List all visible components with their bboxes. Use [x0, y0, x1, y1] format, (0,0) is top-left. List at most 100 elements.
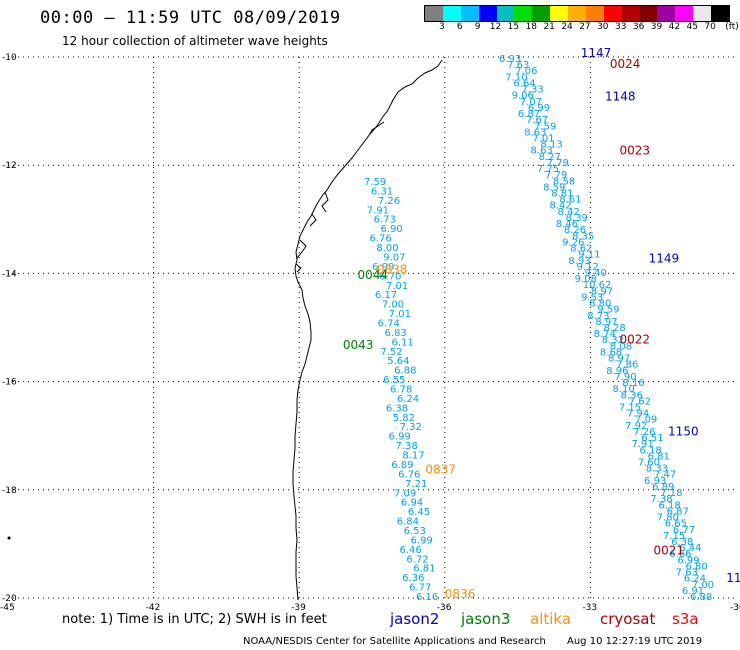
wave-height-label: 6.17 — [375, 290, 397, 301]
wave-height-label: 6.88 — [394, 366, 416, 377]
legend-label: 12 — [489, 22, 502, 32]
wave-height-label: 6.72 — [406, 554, 428, 565]
wave-height-label: 6.88 — [690, 592, 712, 603]
legend-swatch — [425, 6, 443, 21]
coastline-detail — [295, 121, 385, 273]
pass-time-label: 0021 — [653, 544, 684, 558]
wave-height-label: 8.35 — [572, 231, 594, 242]
wave-height-label: 6.80 — [685, 561, 707, 572]
legend-swatch — [603, 6, 622, 21]
wave-height-label: 8.10 — [613, 384, 635, 395]
longitude-label: -36 — [437, 603, 452, 613]
legend-swatch — [621, 6, 640, 21]
note-text: note: 1) Time is in UTC; 2) SWH is in fe… — [62, 612, 327, 627]
wave-height-label: 8.81 — [551, 189, 573, 200]
wave-height-label: 7.63 — [507, 60, 529, 71]
legend-swatch — [585, 6, 604, 21]
wave-height-label: 8.62 — [570, 244, 592, 255]
wave-height-label: 6.70 — [379, 271, 401, 282]
wave-height-label: 6.77 — [673, 525, 695, 536]
wave-height-label: 6.99 — [411, 535, 433, 546]
pass-time-label: 115 — [726, 571, 740, 585]
latitude-label: -10 — [2, 53, 17, 63]
legend-label: 21 — [543, 22, 555, 32]
wave-height-label: 6.87 — [518, 109, 540, 120]
legend-label: 39 — [650, 22, 663, 32]
wave-height-label: 7.91 — [631, 439, 653, 450]
legend-label: 70 — [704, 22, 716, 32]
legend-swatch — [711, 6, 729, 21]
pass-time-label: 1149 — [649, 252, 680, 266]
wave-height-label: 7.00 — [692, 580, 714, 591]
wave-height-label: 6.89 — [652, 482, 674, 493]
wave-height-label: 6.38 — [386, 403, 408, 414]
legend-cryosat: cryosat — [600, 610, 656, 628]
legend-swatch — [657, 6, 676, 21]
latitude-label: -14 — [2, 269, 17, 279]
legend-swatch — [478, 6, 497, 21]
brazil-coastline — [292, 59, 443, 601]
pass-time-label: 0022 — [620, 333, 651, 347]
wave-height-label: 7.47 — [654, 470, 676, 481]
pass-time-labels: 1147002411480023114900221150002111508380… — [343, 46, 740, 601]
wave-height-label: 6.84 — [397, 517, 419, 528]
pass-time-label: 1150 — [668, 425, 699, 439]
longitude-label: -33 — [582, 603, 597, 613]
pass-time-label: 0836 — [445, 587, 476, 601]
wave-height-label: 10.62 — [583, 280, 612, 291]
wave-height-label: 7.86 — [616, 360, 638, 371]
wave-height-label: 6.99 — [372, 262, 394, 273]
wave-height-label: 8.39 — [566, 213, 588, 224]
longitude-label: -30 — [730, 603, 740, 613]
wave-height-label: 7.26 — [378, 196, 400, 207]
wave-height-label: 6.24 — [397, 394, 419, 405]
island-marker — [7, 536, 11, 540]
wave-height-label: 8.36 — [621, 390, 643, 401]
latitude-label: -20 — [2, 594, 17, 604]
wave-height-label: 6.81 — [648, 451, 670, 462]
wave-height-label: 7.92 — [625, 421, 647, 432]
wave-height-label: 6.99 — [389, 432, 411, 443]
wave-height-label: 7.15 — [663, 531, 685, 542]
wave-height-label: 8.97 — [591, 286, 613, 297]
legend-label: 15 — [507, 22, 520, 32]
latitude-label: -18 — [2, 486, 17, 496]
wave-height-label: 7.09 — [394, 488, 416, 499]
wave-height-label: 8.80 — [589, 299, 611, 310]
wave-height-label: 6.76 — [398, 469, 420, 480]
wave-height-label: 7.63 — [676, 568, 698, 579]
wave-height-label: 8.59 — [543, 182, 565, 193]
wave-height-label: 7.80 — [657, 513, 679, 524]
wave-height-label: 6.53 — [404, 526, 426, 537]
wave-height-label: 7.10 — [505, 72, 527, 83]
pass-time-label: 0838 — [377, 262, 408, 276]
legend-label: 24 — [561, 22, 573, 32]
legend-label: 36 — [632, 22, 645, 32]
longitude-label: -42 — [146, 603, 161, 613]
wave-height-label: 7.06 — [515, 66, 537, 77]
wave-height-label: 6.94 — [401, 498, 423, 509]
wave-height-label: 6.74 — [378, 318, 400, 329]
wave-height-label: 7.01 — [386, 281, 408, 292]
wave-height-label: 7.91 — [367, 205, 389, 216]
wave-height-label: 6.66 — [669, 549, 691, 560]
wave-height-label: 7.59 — [534, 121, 556, 132]
wave-height-label: 6.77 — [409, 583, 431, 594]
latitude-label: -16 — [2, 378, 17, 388]
wave-height-label: 8.16 — [622, 378, 644, 389]
wave-height-label: 8.28 — [604, 323, 626, 334]
map-grid — [8, 56, 736, 599]
wave-height-label: 9.08 — [575, 274, 597, 285]
wave-height-label: 6.46 — [399, 545, 421, 556]
wave-height-label: 8.58 — [553, 176, 575, 187]
legend-label: 30 — [597, 22, 609, 32]
wave-height-label: 8.93 — [568, 256, 590, 267]
wave-height-label: 7.32 — [400, 422, 422, 433]
legend-swatch — [496, 6, 515, 21]
color-scale-legend — [424, 5, 730, 22]
wave-height-label: 6.78 — [390, 385, 412, 396]
page-subtitle: 12 hour collection of altimeter wave hei… — [62, 34, 328, 48]
wave-height-label: 8.27 — [539, 152, 561, 163]
wave-height-label: 7.94 — [627, 409, 649, 420]
axis-labels: -10 -12 -14 -16 -18 -20-45 -42 -39 -36 -33 -30 — [0, 53, 740, 613]
